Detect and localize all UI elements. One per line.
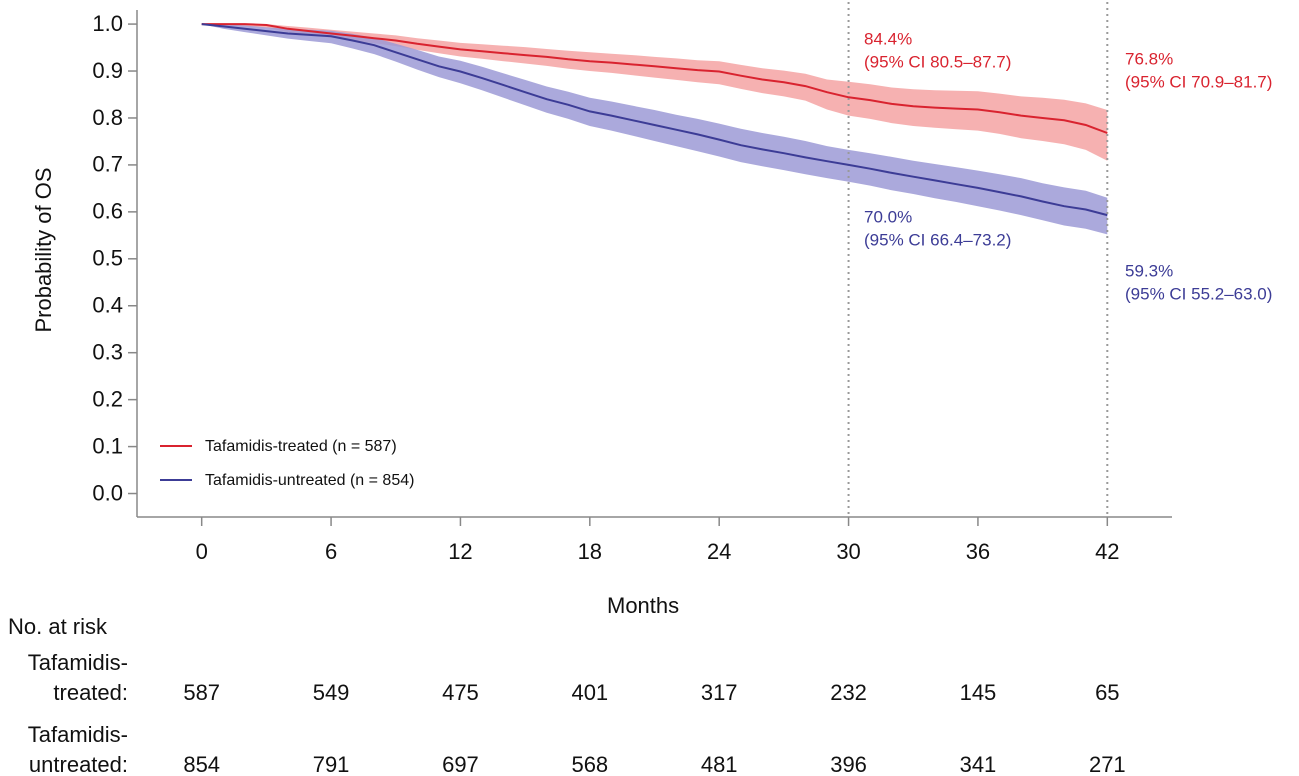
legend-label: Tafamidis-untreated (n = 854) xyxy=(205,472,414,489)
confidence-band xyxy=(201,24,1108,235)
x-tick-label: 42 xyxy=(1095,539,1119,564)
y-tick-label: 0.5 xyxy=(92,246,123,271)
x-tick-label: 24 xyxy=(707,539,731,564)
legend-label: Tafamidis-treated (n = 587) xyxy=(205,438,397,455)
y-tick-label: 0.3 xyxy=(92,340,123,365)
risk-count: 475 xyxy=(442,680,479,705)
risk-count: 697 xyxy=(442,752,479,776)
y-tick-label: 0.1 xyxy=(92,433,123,458)
annotation: 76.8% xyxy=(1125,49,1173,68)
y-tick-label: 0.7 xyxy=(92,152,123,177)
x-tick-label: 36 xyxy=(966,539,990,564)
y-tick-label: 0.0 xyxy=(92,480,123,505)
risk-row-label: treated: xyxy=(53,680,128,705)
x-tick-label: 30 xyxy=(836,539,860,564)
annotation: (95% CI 55.2–63.0) xyxy=(1125,284,1272,303)
x-tick-label: 6 xyxy=(325,539,337,564)
annotation: 59.3% xyxy=(1125,261,1173,280)
risk-row-label: Tafamidis- xyxy=(28,722,128,747)
y-tick-label: 0.9 xyxy=(92,58,123,83)
survival-curve xyxy=(201,23,1108,134)
risk-count: 791 xyxy=(313,752,350,776)
risk-count: 341 xyxy=(960,752,997,776)
y-tick-label: 0.2 xyxy=(92,386,123,411)
x-tick-label: 18 xyxy=(578,539,602,564)
y-tick-label: 0.4 xyxy=(92,293,123,318)
risk-table-title: No. at risk xyxy=(8,614,108,639)
risk-count: 401 xyxy=(571,680,608,705)
risk-count: 145 xyxy=(960,680,997,705)
survival-curve xyxy=(201,23,1108,217)
risk-count: 568 xyxy=(571,752,608,776)
risk-count: 317 xyxy=(701,680,738,705)
risk-count: 396 xyxy=(830,752,867,776)
risk-count: 271 xyxy=(1089,752,1126,776)
x-tick-label: 12 xyxy=(448,539,472,564)
annotation: (95% CI 80.5–87.7) xyxy=(864,52,1011,71)
y-tick-label: 0.8 xyxy=(92,105,123,130)
annotation: (95% CI 70.9–81.7) xyxy=(1125,72,1272,91)
annotation: 70.0% xyxy=(864,207,912,226)
annotation: (95% CI 66.4–73.2) xyxy=(864,230,1011,249)
y-axis-label: Probability of OS xyxy=(31,167,56,332)
x-tick-label: 0 xyxy=(196,539,208,564)
y-tick-label: 1.0 xyxy=(92,11,123,36)
risk-count: 854 xyxy=(183,752,220,776)
y-tick-label: 0.6 xyxy=(92,199,123,224)
annotation: 84.4% xyxy=(864,29,912,48)
risk-row-label: untreated: xyxy=(29,752,128,776)
risk-count: 481 xyxy=(701,752,738,776)
risk-row-label: Tafamidis- xyxy=(28,650,128,675)
risk-count: 549 xyxy=(313,680,350,705)
x-axis-label: Months xyxy=(607,593,679,618)
risk-count: 232 xyxy=(830,680,867,705)
risk-count: 587 xyxy=(183,680,220,705)
confidence-band xyxy=(201,24,1108,161)
risk-count: 65 xyxy=(1095,680,1119,705)
